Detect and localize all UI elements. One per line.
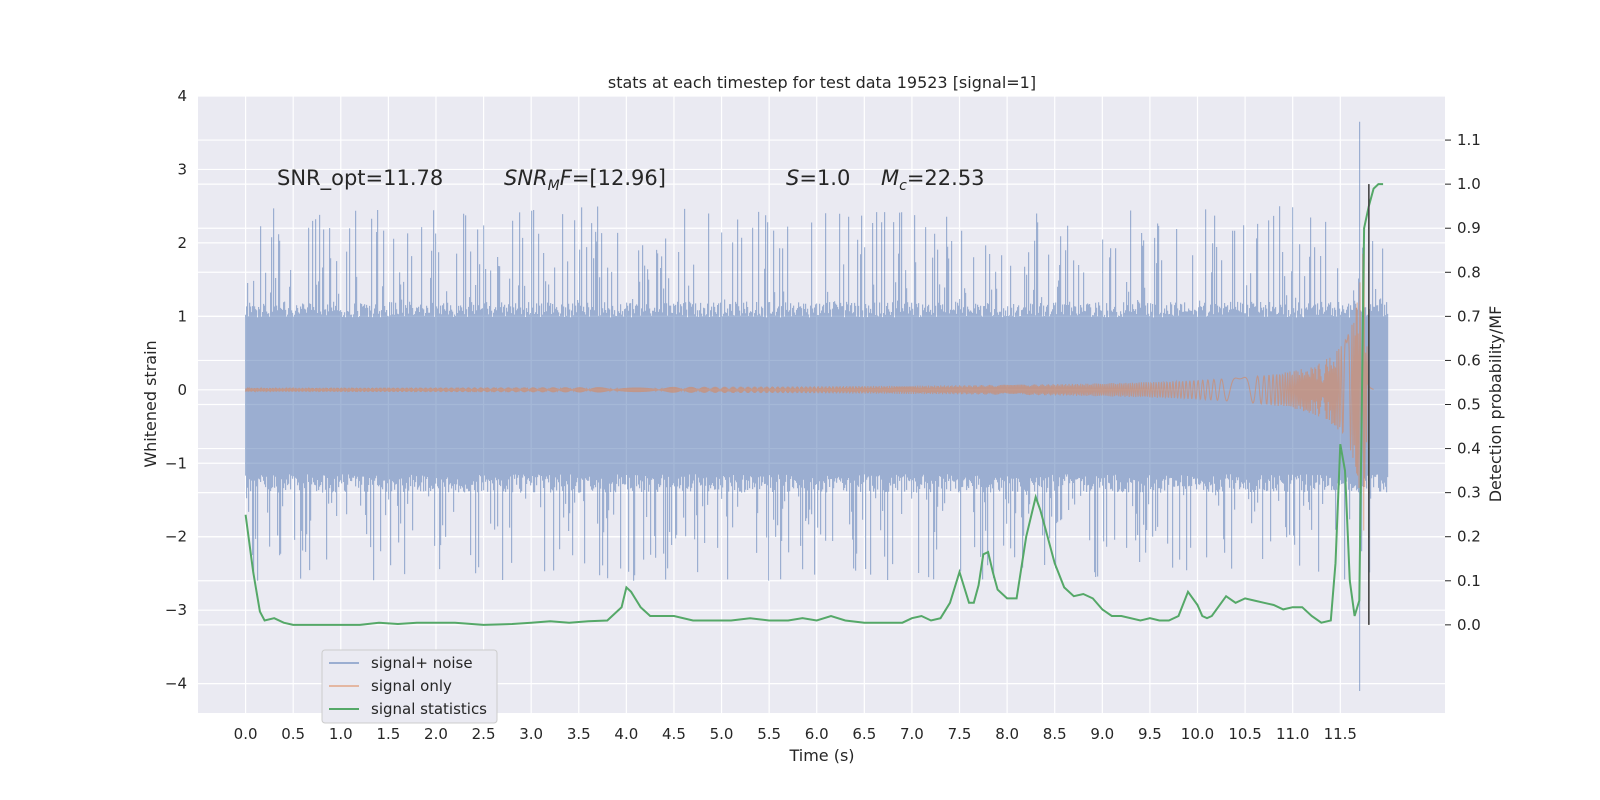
y-tick-label-4: 0 — [177, 381, 187, 399]
annotation-snr-opt: SNR_opt=11.78 — [277, 166, 443, 191]
y2-tick-label-9: 0.2 — [1457, 528, 1481, 546]
y2-tick-label-1: 1.0 — [1457, 175, 1481, 193]
annotation-snr-mf-suffix: =[12.96] — [572, 166, 666, 190]
x-tick-label-11: 5.5 — [757, 725, 781, 743]
legend-label-signal-noise: signal+ noise — [371, 654, 473, 672]
annotation-snr-mf: SNRMF=[12.96] — [504, 166, 666, 194]
y-tick-label-8: −4 — [165, 675, 187, 693]
y2-tick-label-11: 0.0 — [1457, 616, 1481, 634]
x-tick-label-4: 2.0 — [424, 725, 448, 743]
series-signal-only — [245, 247, 1374, 531]
x-tick-label-14: 7.0 — [900, 725, 924, 743]
x-axis-ticks: 0.0 0.5 1.0 1.5 2.0 2.5 3.0 3.5 4.0 4.5 5.0 5.5 6.0 6… — [234, 725, 1357, 743]
y-tick-label-2: 2 — [177, 234, 187, 252]
y2-tick-label-10: 0.1 — [1457, 572, 1481, 590]
y-tick-label-0: 4 — [177, 87, 187, 105]
x-tick-label-6: 3.0 — [519, 725, 543, 743]
x-tick-label-12: 6.0 — [805, 725, 829, 743]
legend-label-signal-only: signal only — [371, 677, 452, 695]
annotation-snr-mf-suffix-italic: F — [560, 166, 573, 190]
annotation-mc-sub: c — [899, 178, 907, 194]
x-tick-label-1: 0.5 — [281, 725, 305, 743]
x-tick-label-7: 3.5 — [567, 725, 591, 743]
x-tick-label-18: 9.0 — [1090, 725, 1114, 743]
y2-tick-label-4: 0.7 — [1457, 307, 1481, 325]
y2-tick-label-3: 0.8 — [1457, 263, 1481, 281]
x-tick-label-3: 1.5 — [376, 725, 400, 743]
y-tick-label-7: −3 — [165, 601, 187, 619]
series-signal-statistics — [244, 183, 1384, 626]
y-tick-label-5: −1 — [165, 454, 187, 472]
y-axis-label: Whitened strain — [141, 340, 160, 467]
x-axis-label: Time (s) — [788, 746, 854, 765]
annotation-snr-mf-sub: M — [548, 178, 560, 194]
annotation-mc-var: M — [881, 166, 899, 190]
y2-tick-label-2: 0.9 — [1457, 219, 1481, 237]
legend: signal+ noise signal only signal statist… — [321, 649, 498, 724]
x-tick-label-20: 10.0 — [1181, 725, 1214, 743]
x-tick-label-21: 10.5 — [1228, 725, 1261, 743]
y2-tick-label-7: 0.4 — [1457, 440, 1481, 458]
legend-label-signal-statistics: signal statistics — [371, 700, 487, 718]
y2-axis-label: Detection probability/MF — [1486, 306, 1505, 503]
x-tick-label-9: 4.5 — [662, 725, 686, 743]
y2-tick-label-8: 0.3 — [1457, 484, 1481, 502]
x-tick-label-0: 0.0 — [234, 725, 258, 743]
y2-axis-ticks: 1.1 1.0 0.9 0.8 0.7 0.6 0.5 0.4 0.3 0.2 0.1 0.0 — [1445, 131, 1481, 634]
y2-tick-label-0: 1.1 — [1457, 131, 1481, 149]
x-tick-label-15: 7.5 — [948, 725, 972, 743]
y-tick-label-1: 3 — [177, 160, 187, 178]
x-tick-label-17: 8.5 — [1043, 725, 1067, 743]
x-tick-label-8: 4.0 — [614, 725, 638, 743]
legend-box — [321, 649, 498, 724]
annotation-snr-mf-prefix: SNR — [504, 166, 548, 190]
x-tick-label-13: 6.5 — [852, 725, 876, 743]
signal-only-line — [245, 247, 1374, 531]
y-tick-label-3: 1 — [177, 307, 187, 325]
y2-tick-label-6: 0.5 — [1457, 396, 1481, 414]
y2-tick-label-5: 0.6 — [1457, 351, 1481, 369]
x-tick-label-16: 8.0 — [995, 725, 1019, 743]
y-axis-ticks: 4 3 2 1 0 −1 −2 −3 −4 — [165, 87, 187, 693]
y-tick-label-6: −2 — [165, 528, 187, 546]
signal-statistics-line — [244, 183, 1384, 626]
annotation-s: S=1.0 — [786, 166, 850, 190]
x-tick-label-5: 2.5 — [472, 725, 496, 743]
annotation-mc: Mc=22.53 — [881, 166, 985, 194]
x-tick-label-23: 11.5 — [1324, 725, 1357, 743]
annotation-s-value: =1.0 — [799, 166, 850, 190]
chart-title: stats at each timestep for test data 195… — [608, 73, 1036, 92]
annotation-mc-value: =22.53 — [907, 166, 985, 190]
x-tick-label-10: 5.0 — [710, 725, 734, 743]
x-tick-label-2: 1.0 — [329, 725, 353, 743]
x-tick-label-22: 11.0 — [1276, 725, 1309, 743]
x-tick-label-19: 9.5 — [1138, 725, 1162, 743]
annotation-s-var: S — [786, 166, 799, 190]
